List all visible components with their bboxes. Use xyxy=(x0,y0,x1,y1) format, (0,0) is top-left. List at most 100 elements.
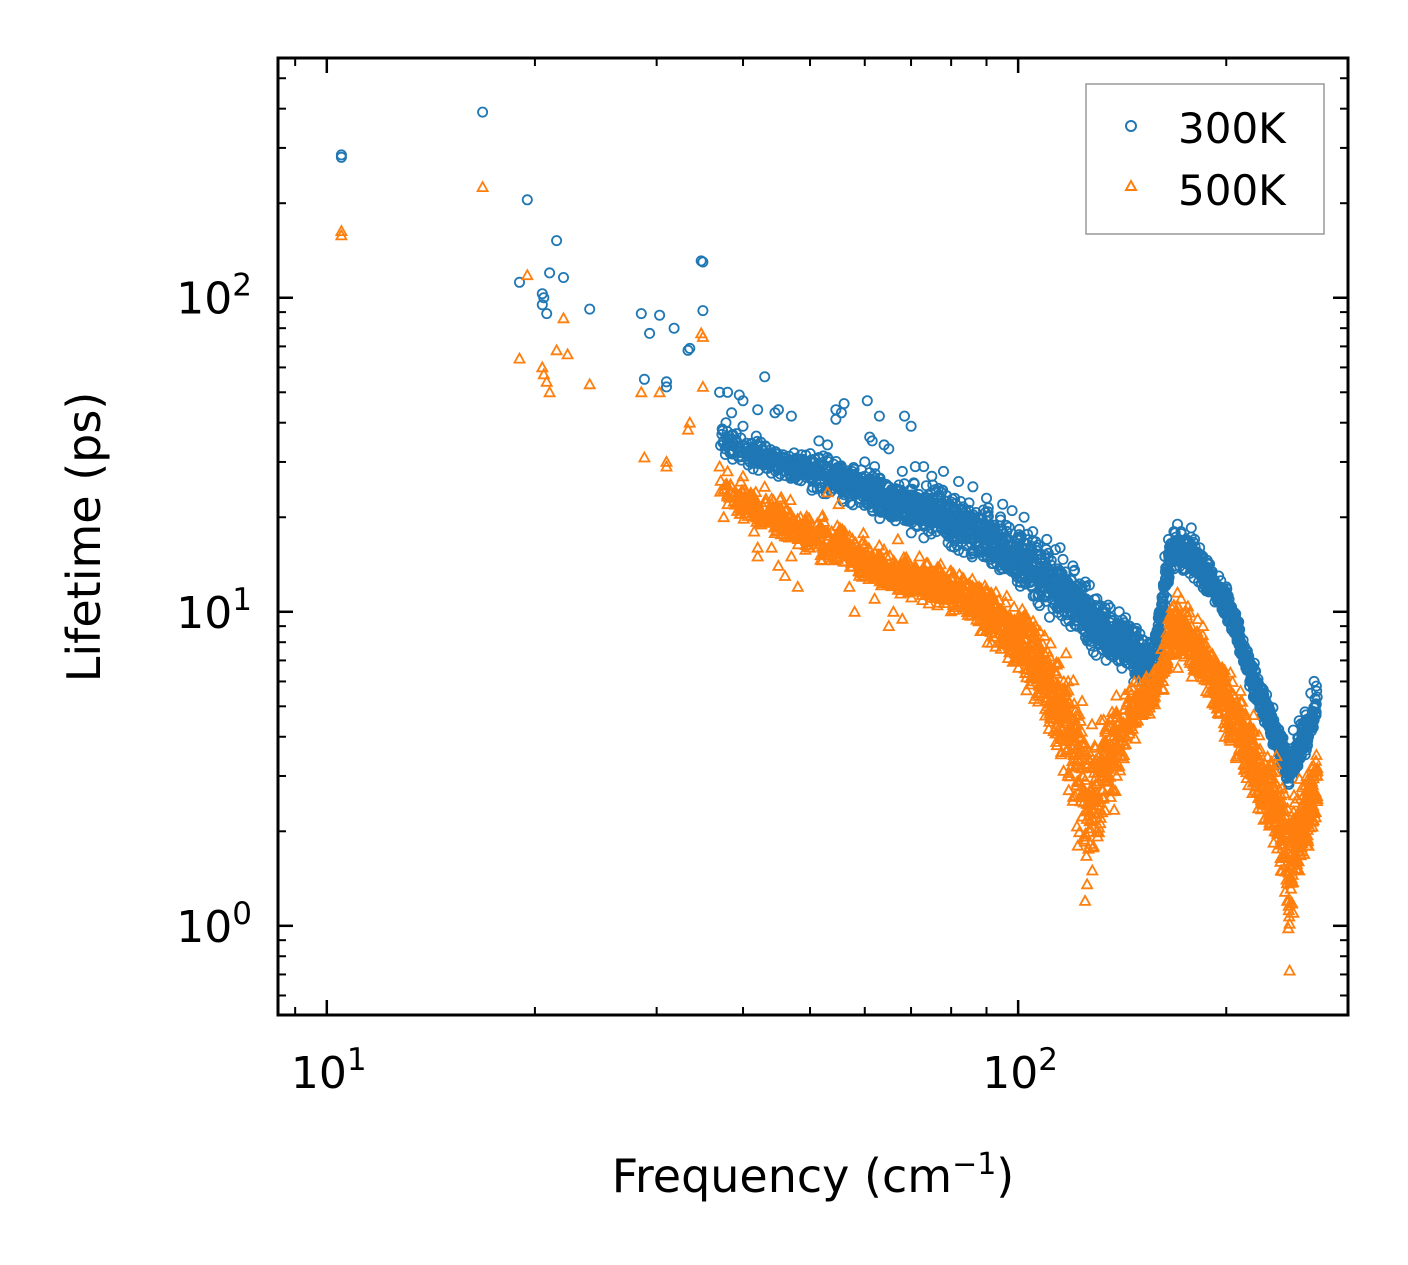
point-300k xyxy=(1297,734,1309,746)
point-300k xyxy=(1015,534,1027,546)
point-300k xyxy=(896,465,908,477)
point-300k xyxy=(1157,592,1169,604)
point-300k xyxy=(995,511,1007,523)
point-300k xyxy=(1161,567,1173,579)
point-300k xyxy=(1036,566,1048,578)
point-300k xyxy=(830,413,842,425)
point-300k xyxy=(909,505,921,517)
point-300k xyxy=(1027,561,1039,573)
point-300k xyxy=(1011,550,1023,562)
point-300k xyxy=(894,485,906,497)
point-300k xyxy=(733,450,745,462)
point-300k xyxy=(1185,522,1197,534)
point-300k xyxy=(1027,526,1039,538)
point-300k xyxy=(774,458,786,470)
point-300k xyxy=(905,527,917,539)
point-300k xyxy=(953,475,965,487)
point-300k xyxy=(1081,635,1093,647)
point-300k xyxy=(1077,593,1089,605)
point-300k xyxy=(1096,630,1108,642)
point-300k xyxy=(938,465,950,477)
point-300k xyxy=(911,493,923,505)
point-300k xyxy=(1025,580,1037,592)
point-300k xyxy=(789,470,801,482)
point-300k xyxy=(806,474,818,486)
point-300k xyxy=(1308,714,1320,726)
point-300k xyxy=(521,194,533,206)
point-300k xyxy=(741,441,753,453)
point-300k xyxy=(853,484,865,496)
point-300k xyxy=(1057,553,1069,565)
point-300k xyxy=(720,440,732,452)
point-300k xyxy=(1188,557,1200,569)
point-300k xyxy=(1102,599,1114,611)
point-300k xyxy=(806,484,818,496)
point-300k xyxy=(1299,732,1311,744)
point-300k xyxy=(772,404,784,416)
point-300k xyxy=(1032,597,1044,609)
point-300k xyxy=(682,344,694,356)
point-300k xyxy=(874,473,886,485)
point-300k xyxy=(981,492,993,504)
point-300k xyxy=(714,386,726,398)
point-300k xyxy=(843,470,855,482)
point-300k xyxy=(684,342,696,354)
point-300k xyxy=(959,523,971,535)
point-300k xyxy=(1113,606,1125,618)
point-300k xyxy=(335,151,347,163)
point-300k xyxy=(477,106,489,118)
point-300k xyxy=(930,486,942,498)
point-300k xyxy=(1092,615,1104,627)
point-300k xyxy=(1052,603,1064,615)
point-300k xyxy=(828,458,840,470)
point-300k xyxy=(813,435,825,447)
point-300k xyxy=(835,407,847,419)
point-300k xyxy=(1309,702,1321,714)
point-500k xyxy=(1109,688,1123,701)
point-300k xyxy=(1311,685,1323,697)
point-300k xyxy=(941,490,953,502)
point-300k xyxy=(1272,728,1284,740)
point-300k xyxy=(966,513,978,525)
point-300k xyxy=(1162,560,1174,572)
point-300k xyxy=(1240,643,1252,655)
point-300k xyxy=(945,540,957,552)
point-300k xyxy=(748,455,760,467)
point-300k xyxy=(906,483,918,495)
point-300k xyxy=(1039,591,1051,603)
point-300k xyxy=(916,504,928,516)
point-300k xyxy=(1041,533,1053,545)
point-300k xyxy=(1124,620,1136,632)
point-300k xyxy=(1215,591,1227,603)
point-300k xyxy=(1047,580,1059,592)
point-300k xyxy=(1275,738,1287,750)
point-300k xyxy=(1283,778,1295,790)
point-300k xyxy=(847,499,859,511)
point-300k xyxy=(1144,636,1156,648)
point-300k xyxy=(1006,558,1018,570)
point-300k xyxy=(880,478,892,490)
point-300k xyxy=(737,420,749,432)
point-300k xyxy=(1234,631,1246,643)
point-300k xyxy=(722,386,734,398)
point-300k xyxy=(1089,621,1101,633)
point-300k xyxy=(941,495,953,507)
point-300k xyxy=(1172,552,1184,564)
point-300k xyxy=(1079,581,1091,593)
point-300k xyxy=(1132,658,1144,670)
point-300k xyxy=(769,407,781,419)
point-300k xyxy=(720,417,732,429)
point-300k xyxy=(754,458,766,470)
point-300k xyxy=(878,492,890,504)
point-300k xyxy=(668,322,680,334)
point-300k xyxy=(951,509,963,521)
point-300k xyxy=(1198,576,1210,588)
point-300k xyxy=(800,449,812,461)
point-300k xyxy=(997,498,1009,510)
point-300k xyxy=(661,376,673,388)
point-300k xyxy=(1159,551,1171,563)
point-300k xyxy=(1018,511,1030,523)
point-300k xyxy=(1091,593,1103,605)
point-300k xyxy=(1293,749,1305,761)
